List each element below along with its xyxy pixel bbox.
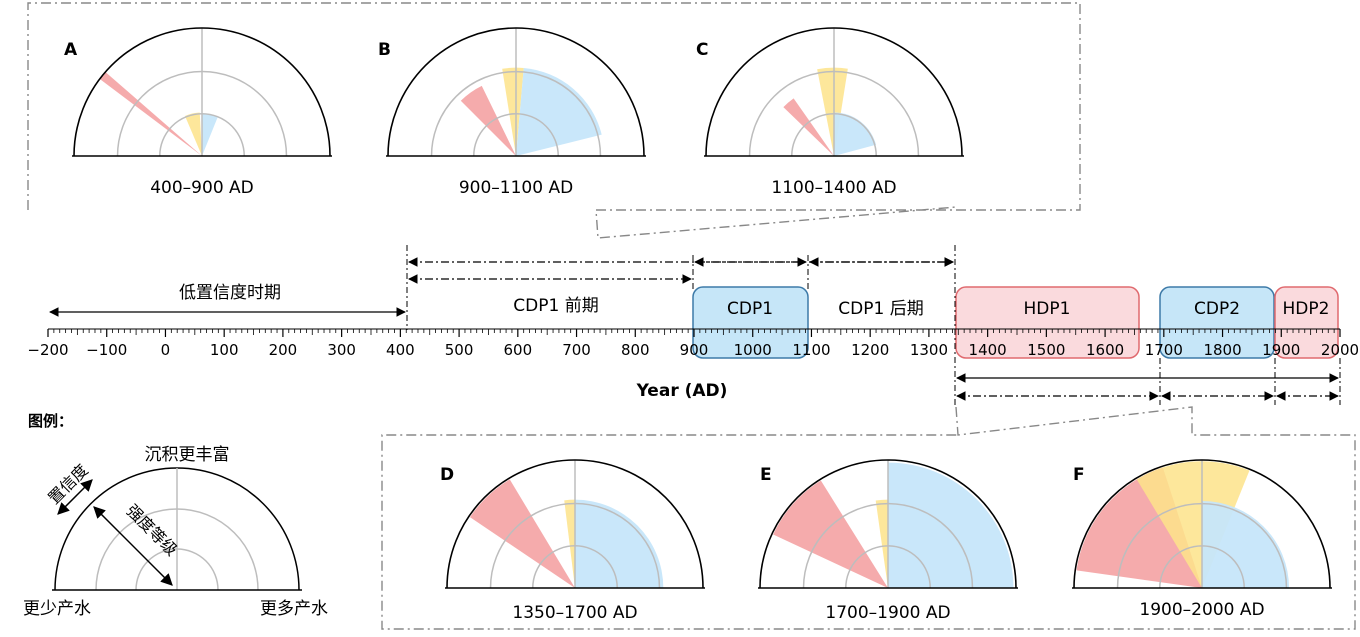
intensity-arrow xyxy=(93,506,173,586)
cdp2-box xyxy=(1159,286,1275,359)
axis-tick-label: 1300 xyxy=(910,341,948,359)
red-wedge xyxy=(783,98,834,156)
axis-tick-label: 900 xyxy=(680,341,709,359)
panel-letter: C xyxy=(696,40,708,60)
hdp1-label: HDP1 xyxy=(1024,299,1071,319)
panel-letter: A xyxy=(64,40,78,60)
blue-wedge xyxy=(1202,500,1290,588)
panel-letter: D xyxy=(440,465,454,485)
legend-confidence-label: 置信度 xyxy=(44,460,91,507)
period-arrows xyxy=(49,257,1339,401)
red-wedge xyxy=(99,72,202,156)
blue-wedge xyxy=(888,462,1014,588)
axis-tick-label: 1400 xyxy=(969,341,1007,359)
rose-panel-f: F 1900–2000 AD xyxy=(1072,459,1332,620)
low-confidence-label: 低置信度时期 xyxy=(179,283,281,303)
axis-tick-label: 800 xyxy=(621,341,650,359)
axis-tick-label: 1500 xyxy=(1027,341,1065,359)
axis-tick-label: 1700 xyxy=(1145,341,1183,359)
cdp2-label: CDP2 xyxy=(1194,299,1240,319)
axis-tick-label: 1100 xyxy=(792,341,830,359)
axis-tick-label: 1900 xyxy=(1262,341,1300,359)
panel-caption: 900–1100 AD xyxy=(459,178,573,198)
axis-tick-label: 2000 xyxy=(1321,341,1359,359)
rose-panel-c: C 1100–1400 AD xyxy=(696,27,964,198)
axis-tick-label: 400 xyxy=(386,341,415,359)
blue-wedge xyxy=(516,68,602,156)
axis-tick-label: 600 xyxy=(503,341,532,359)
legend-right-bottom-label: 更多产水 xyxy=(260,599,328,619)
panel-caption: 1350–1700 AD xyxy=(512,603,637,623)
panel-caption: 1900–2000 AD xyxy=(1139,600,1264,620)
rose-panels: A 400–900 AD B 900–1100 AD C 1100–1400 AD D 135… xyxy=(64,27,1332,623)
cdp1-late-label: CDP1 后期 xyxy=(838,299,923,319)
yellow-wedge xyxy=(502,67,524,156)
rose-panel-a: A 400–900 AD xyxy=(64,27,332,198)
blue-wedge xyxy=(575,499,664,588)
panel-caption: 1700–1900 AD xyxy=(825,603,950,623)
legend-title: 图例： xyxy=(28,412,73,430)
upper-callout-frame xyxy=(27,2,1081,239)
panel-caption: 400–900 AD xyxy=(150,178,254,198)
axis-tick-label: −100 xyxy=(86,341,127,359)
legend-left-bottom-label: 更少产水 xyxy=(23,599,91,619)
axis-tick-label: 1800 xyxy=(1203,341,1241,359)
yellow-wedge xyxy=(564,499,575,588)
panel-letter: F xyxy=(1073,465,1085,485)
yellow-wedge xyxy=(817,67,848,156)
yellow-wedge xyxy=(1136,461,1250,588)
time-axis: −200 −100 0 100 200 300 400 500 600 700 800 900 1000… xyxy=(27,328,1359,359)
yellow-wedge xyxy=(184,112,202,156)
legend: 图例： 沉积更丰富 更少产水 更多产水 置信度 强度等级 xyxy=(23,412,328,619)
axis-tick-label: 1000 xyxy=(734,341,772,359)
cdp1-box xyxy=(692,286,809,359)
lower-callout-frame xyxy=(381,406,1356,630)
rose-panel-b: B 900–1100 AD xyxy=(378,27,646,198)
yellow-wedge xyxy=(875,499,888,588)
red-wedge xyxy=(460,85,516,156)
legend-top-label: 沉积更丰富 xyxy=(145,445,230,465)
hdp2-label: HDP2 xyxy=(1283,299,1330,319)
legend-semicircle xyxy=(52,467,302,591)
axis-tick-label: 0 xyxy=(161,341,171,359)
red-wedge xyxy=(773,480,888,588)
axis-tick-label: 100 xyxy=(210,341,239,359)
rose-panel-d: D 1350–1700 AD xyxy=(440,459,705,623)
axis-tick-label: 300 xyxy=(327,341,356,359)
axis-tick-label: 1600 xyxy=(1086,341,1124,359)
cdp1-early-label: CDP1 前期 xyxy=(513,296,598,316)
rose-panel-e: E 1700–1900 AD xyxy=(758,459,1018,623)
blue-wedge xyxy=(202,113,218,156)
hdp2-box xyxy=(1274,286,1339,359)
panel-letter: E xyxy=(760,465,772,485)
axis-tick-label: 1200 xyxy=(851,341,889,359)
confidence-arrow xyxy=(57,479,93,515)
panel-caption: 1100–1400 AD xyxy=(771,178,896,198)
cdp1-label: CDP1 xyxy=(727,299,773,319)
panel-letter: B xyxy=(378,40,391,60)
axis-tick-label: 500 xyxy=(445,341,474,359)
axis-tick-label: 700 xyxy=(562,341,591,359)
axis-tick-label: 200 xyxy=(269,341,298,359)
axis-tick-label: −200 xyxy=(27,341,68,359)
axis-title: Year (AD) xyxy=(636,381,728,401)
red-wedge xyxy=(469,479,575,588)
hdp1-box xyxy=(955,286,1140,359)
blue-wedge xyxy=(834,112,877,156)
